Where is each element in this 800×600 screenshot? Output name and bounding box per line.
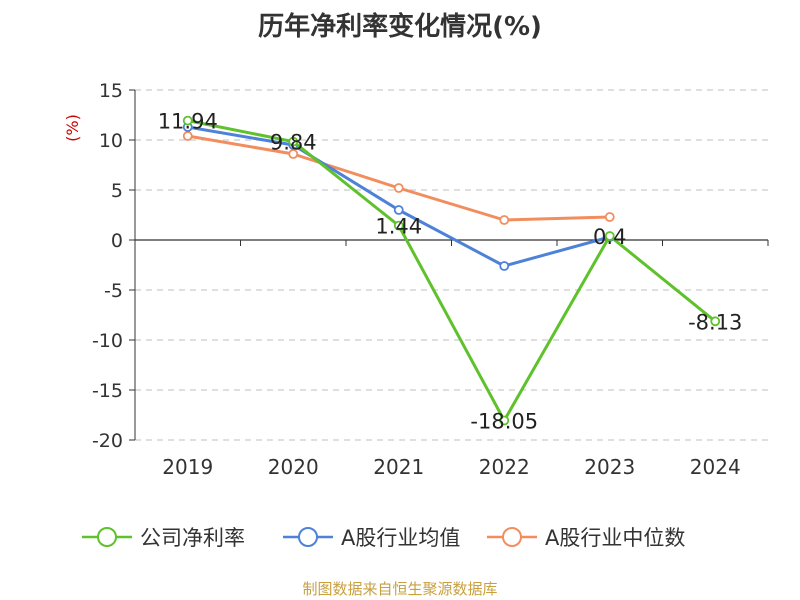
data-point <box>604 212 615 222</box>
y-tick-label: -15 <box>92 380 123 402</box>
x-tick-label: 2019 <box>162 455 213 479</box>
x-tick-label: 2020 <box>268 455 319 479</box>
legend-label: A股行业均值 <box>341 526 460 550</box>
y-tick-label: 10 <box>99 130 123 152</box>
legend-marker <box>298 527 318 547</box>
source-note: 制图数据来自恒生聚源数据库 <box>302 580 498 598</box>
chart-title: 历年净利率变化情况(%) <box>258 12 542 42</box>
legend-label: A股行业中位数 <box>545 526 685 550</box>
series-line <box>187 119 717 422</box>
y-tick-label: 0 <box>111 230 123 252</box>
data-point <box>288 149 299 159</box>
data-label: 1.44 <box>375 215 422 239</box>
data-label: -18.05 <box>470 410 538 434</box>
data-point <box>499 215 510 225</box>
legend-marker <box>97 527 117 547</box>
data-point <box>393 205 404 215</box>
y-tick-label: -5 <box>104 280 123 302</box>
y-tick-label: -20 <box>92 430 123 452</box>
data-label: 0.4 <box>593 225 626 249</box>
data-label: 11.94 <box>158 110 218 134</box>
data-point <box>604 231 615 241</box>
y-tick-label: -10 <box>92 330 123 352</box>
x-tick-label: 2021 <box>373 455 424 479</box>
legend-marker <box>502 527 522 547</box>
y-tick-label: 5 <box>111 180 123 202</box>
data-point <box>499 415 510 426</box>
data-label: 9.84 <box>270 131 317 155</box>
data-point <box>182 115 193 126</box>
x-tick-label: 2023 <box>584 455 635 479</box>
data-point <box>499 261 510 271</box>
data-point <box>182 131 193 141</box>
data-point <box>288 136 299 147</box>
x-tick-label: 2024 <box>690 455 741 479</box>
legend-label: 公司净利率 <box>140 526 245 550</box>
data-point <box>393 183 404 193</box>
x-tick-label: 2022 <box>479 455 530 479</box>
data-point <box>393 220 404 231</box>
y-tick-label: 15 <box>99 80 123 102</box>
y-axis-label: (%) <box>63 114 82 142</box>
data-point <box>710 316 721 327</box>
data-label: -8.13 <box>688 310 742 334</box>
